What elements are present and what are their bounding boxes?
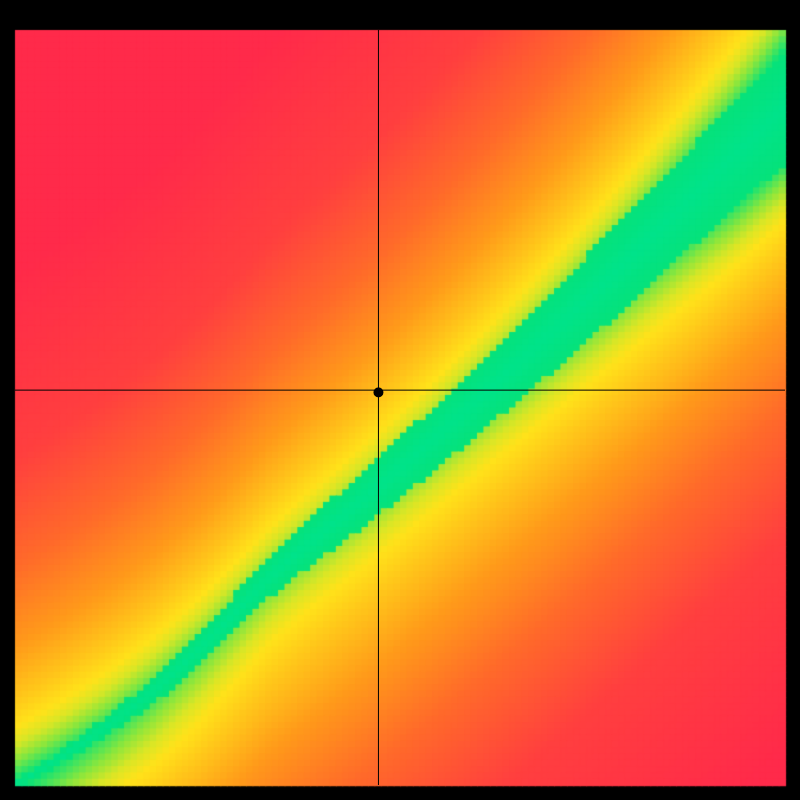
figure-container: TheBottleneck.com [0,0,800,800]
current-config-marker [373,387,383,397]
chart-overlay [0,0,800,800]
